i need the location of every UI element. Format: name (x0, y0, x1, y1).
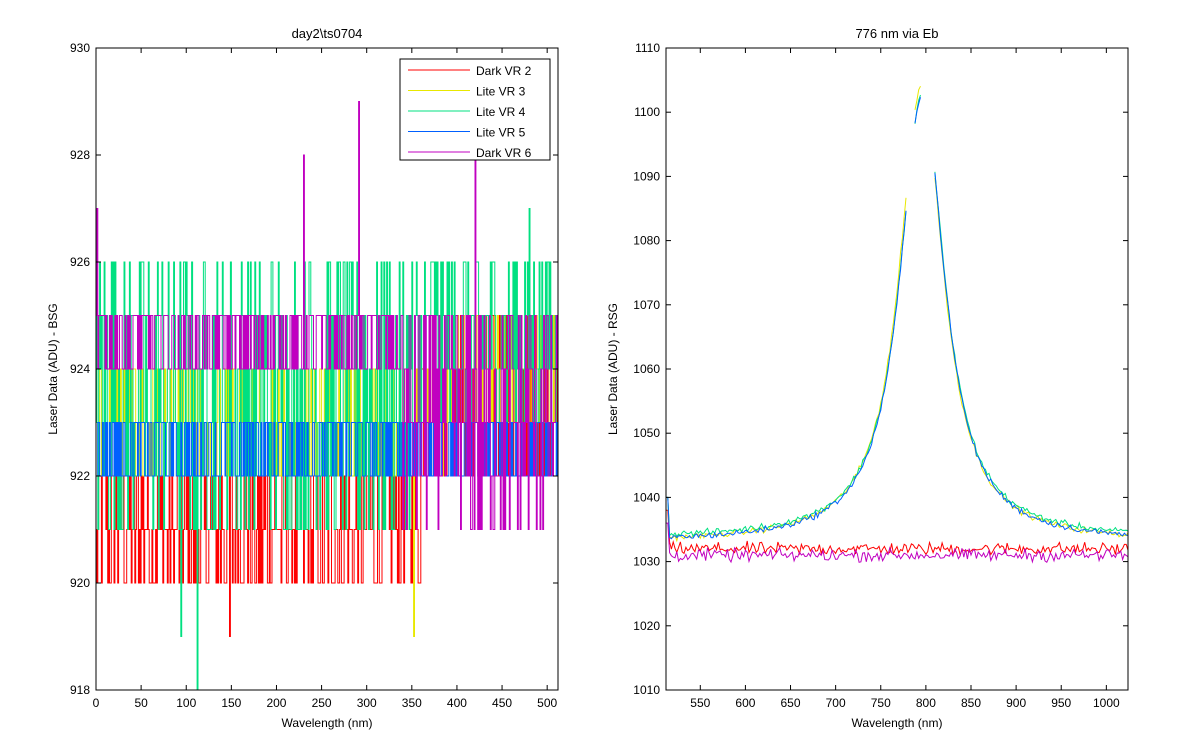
legend-box (399, 58, 551, 161)
y-tick-label: 1100 (634, 105, 660, 119)
x-tick-label: 700 (826, 696, 846, 710)
series-line-lite-vr-5 (96, 315, 559, 477)
x-tick-label: 250 (312, 696, 332, 710)
x-tick-label: 350 (402, 696, 422, 710)
y-tick-label: 1070 (633, 298, 660, 312)
x-tick-label: 400 (447, 696, 467, 710)
y-tick-label: 1110 (635, 41, 660, 55)
left-series-group (96, 101, 559, 691)
y-tick-label: 1010 (633, 683, 660, 697)
x-tick-label: 950 (1051, 696, 1071, 710)
legend-items: Dark VR 2 Lite VR 3 Lite VR 4 Lite VR 5 Dark… (408, 64, 532, 160)
y-tick-label: 1090 (633, 169, 660, 183)
x-tick-label: 50 (134, 696, 148, 710)
y-tick-label: 918 (70, 683, 90, 697)
y-tick-label: 1060 (633, 362, 660, 376)
x-tick-label: 300 (357, 696, 377, 710)
legend-label: Dark VR 6 (476, 146, 532, 160)
legend-label: Dark VR 2 (476, 64, 532, 78)
y-tick-label: 1080 (633, 234, 660, 248)
legend-label: Lite VR 3 (476, 85, 526, 99)
x-tick-label: 450 (492, 696, 512, 710)
right-chart-title: 776 nm via Eb (855, 26, 938, 41)
series-line-dark-vr-2 (666, 509, 1129, 557)
y-tick-label: 924 (70, 362, 90, 376)
right-series-group (666, 85, 1129, 564)
left-chart-title: day2\ts0704 (292, 26, 363, 41)
left-x-axis-label: Wavelength (nm) (282, 716, 373, 730)
y-tick-label: 926 (70, 255, 90, 269)
x-tick-label: 500 (537, 696, 557, 710)
left-chart: 0 50 100 150 200 250 300 350 400 450 500 918 920 922 9… (46, 26, 559, 730)
series-line-dark-vr-6 (666, 522, 1129, 564)
x-tick-label: 550 (690, 696, 710, 710)
y-tick-label: 1020 (633, 619, 660, 633)
y-tick-label: 922 (70, 469, 90, 483)
series-line-lite-vr-5 (666, 97, 1129, 540)
y-tick-label: 1030 (633, 555, 660, 569)
y-tick-label: 920 (70, 576, 90, 590)
x-tick-label: 600 (735, 696, 755, 710)
x-tick-label: 650 (781, 696, 801, 710)
left-y-axis-label: Laser Data (ADU) - BSG (46, 303, 60, 434)
legend: Dark VR 2 Lite VR 3 Lite VR 4 Lite VR 5 Dark… (399, 58, 551, 161)
right-x-axis-label: Wavelength (nm) (852, 716, 943, 730)
right-y-axis-label: Laser Data (ADU) - RSG (606, 303, 620, 435)
right-chart: 550 600 650 700 750 800 850 900 950 1000 1010 1020 1… (606, 26, 1129, 730)
legend-label: Lite VR 5 (476, 126, 526, 140)
y-tick-label: 1050 (633, 426, 660, 440)
right-axis-ticks: 550 600 650 700 750 800 850 900 950 1000 1010 1020 1… (633, 41, 1128, 710)
x-tick-label: 0 (93, 696, 100, 710)
left-axis-ticks: 0 50 100 150 200 250 300 350 400 450 500 918 920 922 9… (70, 41, 558, 710)
x-tick-label: 1000 (1093, 696, 1120, 710)
x-tick-label: 150 (221, 696, 241, 710)
x-tick-label: 100 (176, 696, 196, 710)
x-tick-label: 200 (266, 696, 286, 710)
legend-label: Lite VR 4 (476, 105, 526, 119)
x-tick-label: 850 (961, 696, 981, 710)
y-tick-label: 930 (70, 41, 90, 55)
x-tick-label: 800 (916, 696, 936, 710)
x-tick-label: 750 (871, 696, 891, 710)
series-line-dark-vr-6 (96, 101, 559, 530)
x-tick-label: 900 (1006, 696, 1026, 710)
y-tick-label: 928 (70, 148, 90, 162)
y-tick-label: 1040 (633, 490, 660, 504)
